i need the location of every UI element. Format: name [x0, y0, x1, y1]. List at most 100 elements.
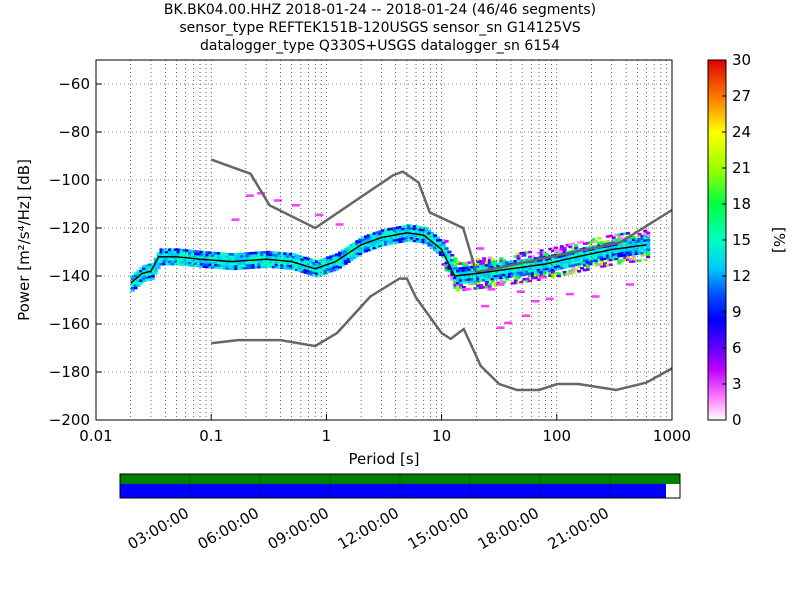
- psd-cell: [340, 256, 345, 260]
- psd-cell: [245, 266, 250, 270]
- psd-cell: [476, 279, 481, 283]
- psd-cell: [372, 246, 377, 250]
- psd-cell: [283, 252, 288, 256]
- psd-cell: [556, 262, 561, 266]
- psd-cell: [433, 236, 438, 240]
- psd-cell: [401, 239, 406, 243]
- psd-cell: [476, 262, 481, 266]
- psd-cell: [165, 253, 170, 256]
- psd-cell: [559, 245, 564, 248]
- psd-cell: [185, 263, 190, 267]
- psd-cell: [608, 258, 613, 262]
- psd-cell: [565, 263, 570, 266]
- psd-cell: [381, 229, 386, 232]
- psd-cell: [458, 271, 463, 275]
- psd-cell: [251, 254, 256, 257]
- psd-cell: [579, 257, 584, 261]
- psd-cell: [139, 269, 144, 273]
- psd-cell: [234, 257, 239, 261]
- psd-cell: [349, 251, 354, 254]
- psd-cell: [551, 266, 556, 269]
- psd-cell: [418, 228, 423, 232]
- psd-cell: [185, 254, 190, 257]
- psd-cell: [568, 259, 573, 263]
- psd-cell: [470, 275, 475, 279]
- psd-cell: [628, 238, 633, 242]
- psd-cell: [401, 225, 406, 229]
- psd-cell: [366, 243, 371, 247]
- psd-cell: [196, 264, 201, 268]
- psd-cell: [614, 255, 619, 258]
- psd-cell: [528, 250, 533, 254]
- psd-cell: [628, 258, 633, 261]
- psd-cell: [338, 256, 343, 259]
- psd-cell: [594, 256, 599, 260]
- psd-cell: [142, 279, 147, 283]
- psd-cell: [199, 260, 204, 263]
- psd-cell: [447, 250, 452, 254]
- psd-cell: [294, 256, 299, 260]
- psd-cell: [208, 251, 213, 255]
- psd-cell: [338, 263, 343, 267]
- psd-cell: [179, 253, 184, 257]
- psd-cell: [372, 239, 377, 243]
- psd-cell: [556, 272, 561, 275]
- x-tick-label: 0.1: [199, 427, 223, 445]
- psd-cell: [254, 261, 259, 264]
- psd-cell: [389, 239, 394, 243]
- psd-cell: [412, 234, 417, 238]
- psd-cell: [170, 258, 175, 261]
- psd-cell: [312, 273, 317, 277]
- psd-cell: [620, 242, 625, 246]
- psd-cell: [401, 227, 406, 231]
- psd-cell: [438, 246, 443, 249]
- psd-cell: [456, 260, 461, 263]
- psd-cell: [266, 253, 271, 256]
- psd-cell: [634, 242, 639, 246]
- psd-cell: [401, 230, 406, 233]
- psd-cell: [623, 242, 628, 245]
- psd-cell: [219, 252, 224, 255]
- psd-cell: [404, 229, 409, 233]
- psd-cell: [530, 269, 535, 273]
- psd-cell: [147, 268, 152, 271]
- psd-cell: [294, 254, 299, 257]
- psd-cell: [234, 267, 239, 271]
- psd-cell: [628, 248, 633, 252]
- coverage-tick-label: 18:00:00: [475, 504, 542, 553]
- psd-cell: [286, 262, 291, 265]
- psd-cell: [447, 267, 452, 271]
- psd-cell: [585, 258, 590, 262]
- psd-cell: [484, 280, 489, 284]
- psd-cell: [303, 266, 308, 269]
- psd-cell: [314, 260, 319, 263]
- psd-cell: [136, 277, 141, 280]
- psd-cell: [147, 277, 152, 281]
- psd-cell: [363, 237, 368, 241]
- psd-cell: [352, 244, 357, 248]
- psd-cell: [467, 282, 472, 286]
- psd-cell: [605, 240, 610, 243]
- psd-cell: [453, 283, 458, 287]
- psd-cell: [349, 258, 354, 261]
- psd-cell: [516, 269, 521, 272]
- x-tick-label: 100: [542, 427, 571, 445]
- psd-cell: [228, 255, 233, 258]
- psd-cell: [467, 270, 472, 274]
- psd-cell: [340, 252, 345, 255]
- psd-cell: [637, 249, 642, 253]
- psd-cell: [585, 241, 590, 245]
- psd-cell: [574, 244, 579, 247]
- psd-cell: [312, 269, 317, 272]
- psd-cell: [251, 251, 256, 255]
- psd-cell: [487, 258, 492, 262]
- psd-cell: [240, 264, 245, 268]
- psd-cell: [562, 261, 567, 264]
- psd-cell: [453, 269, 458, 273]
- psd-cell: [156, 266, 161, 270]
- mode-curve: [130, 232, 647, 284]
- psd-cell: [355, 252, 360, 255]
- psd-cell: [346, 245, 351, 249]
- psd-cell: [545, 253, 550, 256]
- psd-cell: [139, 267, 144, 270]
